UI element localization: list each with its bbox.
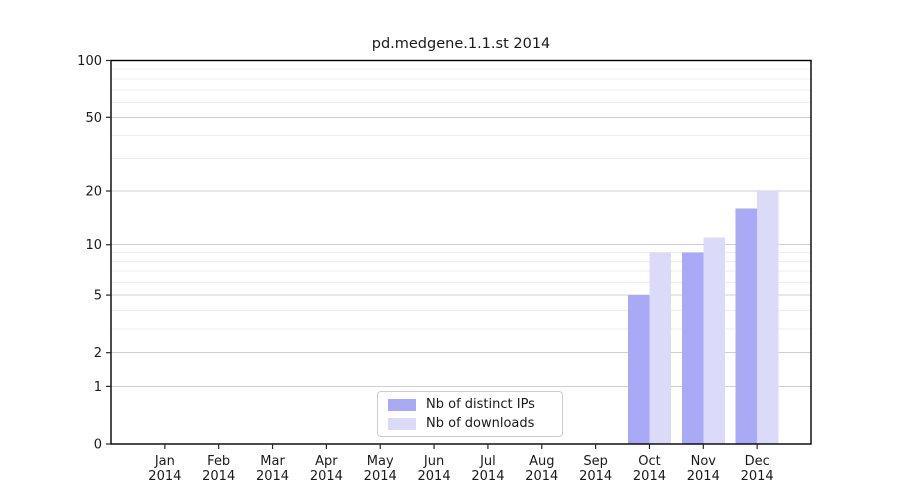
legend-label: Nb of distinct IPs [426, 397, 535, 412]
x-tick-label: Sep 2014 [579, 454, 612, 484]
x-tick-label: Dec 2014 [741, 454, 774, 484]
x-tick-label: Aug 2014 [525, 454, 558, 484]
plot-border [110, 59, 812, 445]
x-tick-label: Jul 2014 [471, 454, 504, 484]
y-tick-label: 100 [77, 54, 102, 69]
bar-ips-dec [735, 208, 758, 444]
bar-downloads-nov [703, 237, 725, 444]
y-tick-label: 0 [94, 438, 102, 453]
y-tick-label: 1 [94, 380, 102, 395]
bar-downloads-oct [649, 252, 671, 444]
y-axis-ticks: 0 1 2 5 10 20 50 100 [77, 54, 111, 453]
y-tick-label: 20 [85, 185, 102, 200]
y-tick-label: 5 [94, 289, 102, 304]
bar-ips-nov [681, 252, 704, 444]
x-tick-label: Oct 2014 [633, 454, 666, 484]
x-tick-label: Jan 2014 [148, 454, 181, 484]
x-tick-label: Jun 2014 [418, 454, 451, 484]
x-tick-label: Feb 2014 [202, 454, 235, 484]
legend: Nb of distinct IPs Nb of downloads [377, 391, 563, 437]
legend-swatch [388, 417, 416, 430]
bars-downloads [649, 191, 779, 444]
chart-title: pd.medgene.1.1.st 2014 [371, 36, 551, 52]
x-tick-label: Apr 2014 [310, 454, 343, 484]
x-tick-label: May 2014 [364, 454, 397, 484]
bar-downloads-dec [757, 191, 779, 444]
y-tick-label: 2 [94, 346, 102, 361]
legend-swatch [388, 398, 416, 411]
x-axis-ticks: Jan 2014 Feb 2014 Mar 2014 Apr 2014 May 2014 Jun 20… [148, 444, 774, 484]
y-tick-label: 10 [85, 238, 102, 253]
legend-label: Nb of downloads [426, 416, 535, 431]
y-tick-label: 50 [85, 111, 102, 126]
x-tick-label: Nov 2014 [687, 454, 720, 484]
legend-item-downloads: Nb of downloads [378, 416, 562, 431]
bar-ips-oct [627, 295, 650, 444]
legend-item-distinct-ips: Nb of distinct IPs [378, 397, 562, 412]
bars-distinct-ips [627, 208, 758, 444]
x-tick-label: Mar 2014 [256, 454, 289, 484]
